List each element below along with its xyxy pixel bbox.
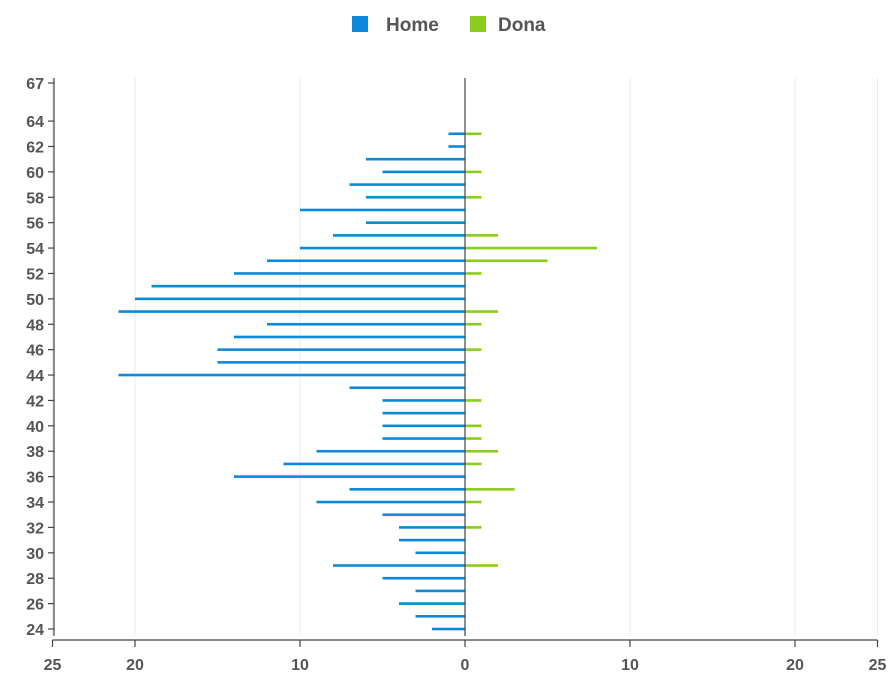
y-tick-label: 64: [26, 114, 44, 131]
y-tick-label: 26: [26, 597, 44, 614]
x-tick-label: 25: [44, 657, 62, 674]
y-axis: 24 26 28 30 32 34 36 38 40 42 44 46 48 50 52 54 56 58 60 62…: [26, 76, 55, 639]
bar-home: [349, 183, 465, 186]
y-tick-label: 60: [26, 165, 44, 182]
bar-home: [382, 411, 465, 415]
bar-home: [333, 564, 465, 567]
legend-label-dona: Dona: [498, 15, 546, 36]
y-tick-label: 38: [26, 444, 44, 461]
bar-dona: [465, 246, 597, 250]
bar-dona: [465, 170, 482, 174]
y-tick-label: 50: [26, 292, 44, 309]
bar-dona: [465, 564, 498, 567]
bar-home: [267, 259, 465, 263]
bar-dona: [465, 424, 482, 428]
bar-home: [415, 551, 465, 555]
bar-home: [316, 449, 465, 453]
bar-dona: [465, 462, 482, 466]
y-tick-label: 30: [26, 546, 44, 563]
y-tick-label: 44: [26, 368, 44, 385]
x-tick-label: 20: [786, 657, 804, 674]
bar-dona: [465, 348, 482, 351]
bar-home: [399, 602, 465, 605]
bar-home: [382, 576, 465, 580]
y-tick-label: 32: [26, 520, 44, 537]
x-tick-label: 0: [461, 657, 470, 674]
bar-home: [448, 145, 465, 148]
bar-home: [267, 322, 465, 326]
y-tick-label: 28: [26, 571, 44, 588]
bar-dona: [465, 132, 482, 136]
bar-home: [415, 589, 465, 593]
y-tick-label: 56: [26, 216, 44, 233]
bar-dona: [465, 310, 498, 313]
bar-home: [316, 500, 465, 504]
bar-home: [217, 361, 465, 364]
bar-home: [234, 335, 465, 339]
bar-home: [333, 234, 465, 237]
bar-dona: [465, 399, 482, 402]
bar-dona: [465, 500, 482, 504]
bar-home: [399, 538, 465, 542]
bar-home: [399, 526, 465, 529]
legend-swatch-dona: [470, 16, 486, 32]
bar-dona: [465, 259, 548, 263]
bar-home: [382, 424, 465, 428]
bar-home: [349, 386, 465, 390]
bar-home: [432, 627, 465, 631]
x-axis: 25 20 10 0 10 20 25: [44, 639, 887, 674]
bar-dona: [465, 437, 482, 440]
bar-home: [283, 462, 465, 466]
bars: [118, 132, 597, 631]
y-tick-label: 58: [26, 190, 44, 207]
bar-home: [300, 246, 465, 250]
y-tick-label: 40: [26, 419, 44, 436]
y-tick-label: 36: [26, 470, 44, 487]
bar-home: [300, 208, 465, 212]
y-tick-label: 34: [26, 495, 44, 512]
bar-home: [448, 132, 465, 136]
gridlines: [52, 78, 878, 636]
bar-dona: [465, 272, 482, 275]
bar-home: [382, 437, 465, 440]
bar-dona: [465, 195, 482, 199]
bar-home: [382, 513, 465, 517]
bar-home: [151, 284, 465, 288]
bar-home: [366, 195, 465, 199]
x-tick-label: 20: [126, 657, 144, 674]
bar-home: [349, 488, 465, 491]
y-tick-label: 48: [26, 317, 44, 334]
bar-dona: [465, 234, 498, 237]
x-tick-label: 25: [869, 657, 887, 674]
bar-dona: [465, 449, 498, 453]
bar-home: [234, 272, 465, 275]
bar-home: [415, 615, 465, 618]
bar-dona: [465, 526, 482, 529]
y-tick-label: 54: [26, 241, 44, 258]
bar-home: [118, 310, 465, 313]
bar-home: [118, 373, 465, 377]
y-tick-label: 24: [26, 622, 44, 639]
legend-label-home: Home: [386, 15, 439, 36]
y-tick-label: 62: [26, 139, 44, 156]
bar-home: [382, 399, 465, 402]
bar-home: [366, 157, 465, 161]
y-tick-label: 42: [26, 393, 44, 410]
bar-home: [382, 170, 465, 174]
bar-home: [366, 221, 465, 224]
legend: Home Dona: [352, 15, 546, 36]
x-tick-label: 10: [291, 657, 309, 674]
y-tick-label: 52: [26, 266, 44, 283]
y-tick-label: 46: [26, 343, 44, 360]
bar-dona: [465, 488, 515, 491]
y-tick-label: 67: [26, 76, 44, 93]
legend-swatch-home: [352, 16, 368, 32]
x-tick-label: 10: [621, 657, 639, 674]
bar-home: [234, 475, 465, 478]
bar-dona: [465, 322, 482, 326]
bar-home: [135, 297, 465, 301]
bar-home: [217, 348, 465, 351]
